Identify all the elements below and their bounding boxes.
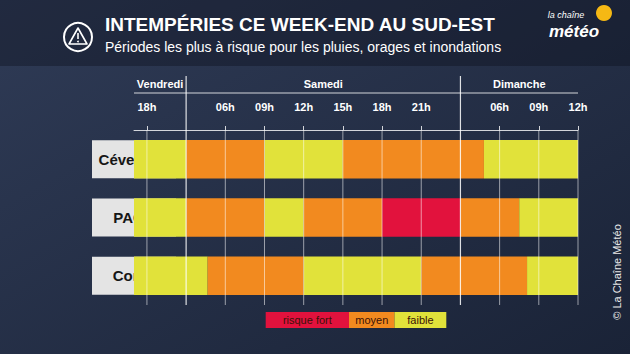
svg-text:12h: 12h [569, 101, 588, 113]
svg-text:09h: 09h [529, 101, 548, 113]
svg-text:faible: faible [407, 314, 433, 326]
svg-text:09h: 09h [255, 101, 274, 113]
svg-text:12h: 12h [294, 101, 313, 113]
svg-text:la chaîne: la chaîne [548, 10, 585, 20]
svg-text:© La Chaîne Météo: © La Chaîne Météo [611, 224, 623, 320]
svg-text:INTEMPÉRIES CE WEEK-END AU SUD: INTEMPÉRIES CE WEEK-END AU SUD-EST [105, 14, 495, 35]
svg-text:météo: météo [549, 22, 599, 41]
svg-text:18h: 18h [373, 101, 392, 113]
svg-text:06h: 06h [490, 101, 509, 113]
svg-text:06h: 06h [216, 101, 235, 113]
svg-text:Périodes les plus à risque pou: Périodes les plus à risque pour les plui… [105, 39, 501, 55]
svg-text:moyen: moyen [355, 314, 388, 326]
svg-text:Samedi: Samedi [304, 78, 343, 90]
svg-text:Vendredi: Vendredi [137, 78, 183, 90]
svg-text:risque fort: risque fort [283, 314, 332, 326]
svg-text:21h: 21h [412, 101, 431, 113]
svg-text:Dimanche: Dimanche [493, 78, 546, 90]
svg-text:18h: 18h [137, 101, 156, 113]
svg-text:15h: 15h [333, 101, 352, 113]
